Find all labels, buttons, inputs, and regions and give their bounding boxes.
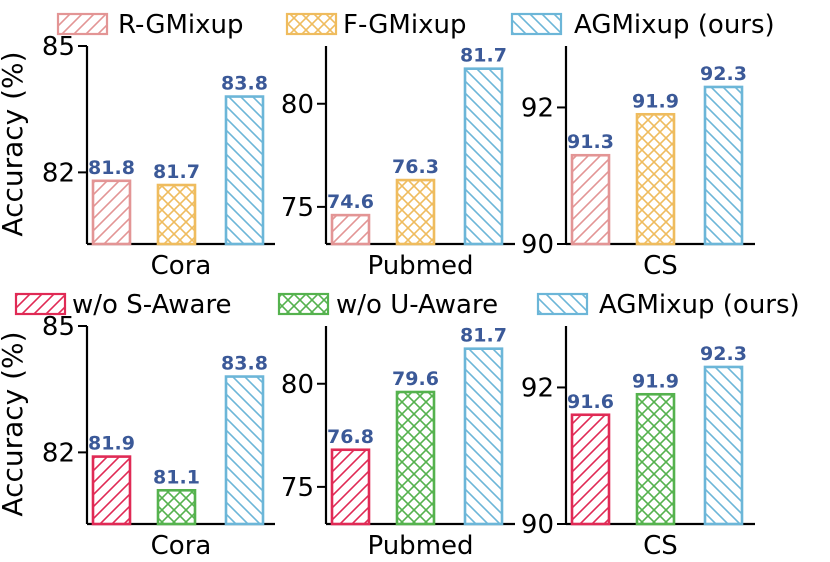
y-tick-label: 75 [281,473,314,503]
bar-cora-w-o-u-aware [156,488,197,526]
data-label-pubmed-w-o-s-aware: 76.8 [327,426,374,448]
legend-label-w-o-s-aware: w/o S-Aware [72,290,232,320]
bar-cs-w-o-s-aware [570,413,611,526]
bar-pubmed-agmixup-ours [463,67,504,246]
chart-row-top: R-GMixup F-GMixup AGMixup (ours) Accuracy (… [0,10,775,281]
legend-swatch-f-gmixup [285,12,338,36]
legend-label-agmixup-ours: AGMixup (ours) [574,10,775,40]
data-label-pubmed-agmixup-ours: 81.7 [460,325,507,347]
panel-pubmed: 75 80 76.8 79.6 81.7 Pubmed [281,325,515,561]
y-tick-label: 90 [521,510,554,540]
data-label-cs-w-o-u-aware: 91.9 [632,370,679,392]
data-label-cora-w-o-u-aware: 81.1 [153,466,200,488]
data-label-cora-agmixup-ours: 83.8 [221,73,268,95]
category-label-cs: CS [643,251,678,281]
y-axis-label: Accuracy (%) [0,331,29,516]
legend-swatch-w-o-s-aware [14,292,67,316]
panel-cs: 90 92 91.6 91.9 92.3 CS [521,326,755,561]
bar-pubmed-agmixup-ours [463,347,504,526]
bar-cora-agmixup-ours [224,95,265,246]
legend-label-f-gmixup: F-GMixup [343,10,466,40]
panel-cora: 82 85 81.9 81.1 83.8 Cora [42,312,275,561]
category-label-pubmed: Pubmed [367,531,473,561]
data-label-cs-w-o-s-aware: 91.6 [567,391,614,413]
legend-label-w-o-u-aware: w/o U-Aware [336,290,498,320]
data-label-pubmed-agmixup-ours: 81.7 [460,45,507,67]
legend-label-agmixup-ours: AGMixup (ours) [599,290,800,320]
legend-label-r-gmixup: R-GMixup [118,10,244,40]
legend-swatch-agmixup-ours [510,12,563,36]
category-label-cs: CS [643,531,678,561]
category-label-cora: Cora [151,531,212,561]
data-label-pubmed-w-o-u-aware: 79.6 [392,368,439,390]
y-tick-label: 82 [42,438,75,468]
data-label-cora-r-gmixup: 81.8 [88,157,135,179]
panel-cs: 90 92 91.3 91.9 92.3 CS [521,46,755,281]
bar-cora-r-gmixup [91,179,132,246]
bar-pubmed-r-gmixup [330,213,371,246]
y-tick-label: 90 [521,230,554,260]
y-tick-label: 75 [281,193,314,223]
panel-cora: 82 85 81.8 81.7 83.8 Cora [42,32,275,281]
bar-cora-w-o-s-aware [91,455,132,526]
bar-cora-f-gmixup [156,183,197,246]
category-label-cora: Cora [151,251,212,281]
category-label-pubmed: Pubmed [367,251,473,281]
data-label-cora-w-o-s-aware: 81.9 [88,433,135,455]
bar-cs-agmixup-ours [703,365,744,526]
y-tick-label: 92 [521,93,554,123]
legend-swatch-r-gmixup [56,12,109,36]
data-label-cs-agmixup-ours: 92.3 [700,343,747,365]
bar-cs-w-o-u-aware [635,392,676,526]
data-label-cora-agmixup-ours: 83.8 [221,353,268,375]
bar-cs-f-gmixup [635,112,676,246]
y-tick-label: 80 [281,90,314,120]
panel-pubmed: 75 80 74.6 76.3 81.7 Pubmed [281,45,515,281]
legend-swatch-w-o-u-aware [277,292,330,316]
data-label-pubmed-f-gmixup: 76.3 [392,156,439,178]
data-label-cs-agmixup-ours: 92.3 [700,63,747,85]
bar-cs-r-gmixup [570,153,611,246]
bar-pubmed-w-o-u-aware [395,390,436,526]
y-axis-label: Accuracy (%) [0,51,29,236]
bar-pubmed-f-gmixup [395,178,436,246]
data-label-cs-r-gmixup: 91.3 [567,131,614,153]
y-tick-label: 80 [281,370,314,400]
bar-pubmed-w-o-s-aware [330,448,371,526]
y-tick-label: 92 [521,373,554,403]
bar-cora-agmixup-ours [224,375,265,526]
chart-row-bottom: w/o S-Aware w/o U-Aware AGMixup (ours) Accu… [0,290,800,561]
data-label-pubmed-r-gmixup: 74.6 [327,191,374,213]
y-tick-label: 85 [42,32,75,62]
legend-swatch-agmixup-ours [536,292,589,316]
y-tick-label: 82 [42,158,75,188]
data-label-cs-f-gmixup: 91.9 [632,90,679,112]
bar-cs-agmixup-ours [703,85,744,246]
data-label-cora-f-gmixup: 81.7 [153,161,200,183]
y-tick-label: 85 [42,312,75,342]
